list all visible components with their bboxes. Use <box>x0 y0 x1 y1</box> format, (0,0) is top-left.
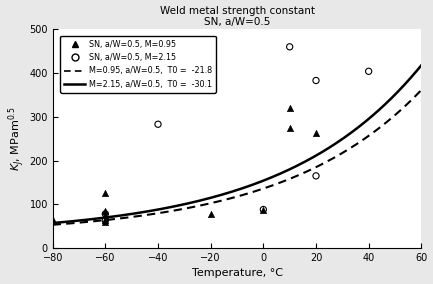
Point <box>286 45 293 49</box>
Point <box>49 217 56 222</box>
Point <box>313 78 320 83</box>
Point <box>102 218 109 223</box>
Title: Weld metal strength constant
SN, a/W=0.5: Weld metal strength constant SN, a/W=0.5 <box>159 6 314 27</box>
X-axis label: Temperature, °C: Temperature, °C <box>191 268 282 278</box>
Point <box>102 217 109 222</box>
Point <box>313 174 320 178</box>
Point <box>102 220 109 224</box>
Point <box>313 131 320 135</box>
Point <box>260 207 267 212</box>
Point <box>286 126 293 130</box>
Point <box>155 122 162 126</box>
Legend: SN, a/W=0.5, M=0.95, SN, a/W=0.5, M=2.15, M=0.95, a/W=0.5,  T0 =  -21.8, M=2.15,: SN, a/W=0.5, M=0.95, SN, a/W=0.5, M=2.15… <box>61 36 216 93</box>
Point <box>102 212 109 216</box>
Y-axis label: $K_J$, MPam$^{0.5}$: $K_J$, MPam$^{0.5}$ <box>6 106 26 171</box>
Point <box>102 208 109 213</box>
Point <box>207 212 214 216</box>
Point <box>260 207 267 212</box>
Point <box>102 191 109 196</box>
Point <box>286 106 293 110</box>
Point <box>365 69 372 74</box>
Point <box>102 213 109 218</box>
